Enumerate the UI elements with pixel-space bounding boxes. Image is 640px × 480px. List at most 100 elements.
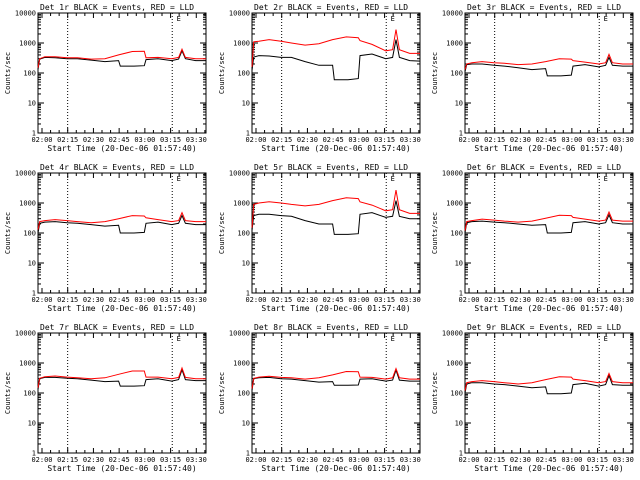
x-tick-label: 03:15 [374,136,395,144]
x-tick-label: 03:15 [160,136,181,144]
y-tick-label: 100 [237,230,250,238]
x-tick-label: 02:45 [323,296,344,304]
y-tick-label: 10 [28,420,36,428]
x-tick-label: 02:00 [458,456,479,464]
y-tick-label: 1 [32,130,36,138]
y-tick-label: 1 [246,130,250,138]
x-tick-label: 03:00 [561,136,582,144]
plot-frame [464,12,634,134]
y-tick-label: 10000 [442,170,463,178]
x-tick-label: 02:15 [57,296,78,304]
x-axis-label: Start Time (20-Dec-06 01:57:40) [47,144,196,153]
marker-label: E [177,335,181,343]
x-tick-label: 02:45 [536,136,557,144]
panel-title: Det 5r BLACK = Events, RED = LLD [254,163,408,172]
x-tick-label: 02:45 [323,456,344,464]
plot-frame [251,332,421,454]
x-axis-label: Start Time (20-Dec-06 01:57:40) [474,304,623,313]
series-lld-line [464,210,633,231]
y-tick-label: 1 [459,290,463,298]
x-tick-label: 02:30 [510,136,531,144]
x-tick-label: 02:15 [484,296,505,304]
x-tick-label: 02:30 [297,136,318,144]
x-tick-label: 02:30 [297,456,318,464]
plot-frame [37,332,207,454]
x-tick-label: 03:15 [587,136,608,144]
y-tick-label: 1000 [233,40,250,48]
panel-title: Det 3r BLACK = Events, RED = LLD [467,3,621,12]
x-tick-label: 02:00 [458,136,479,144]
plot-frame [464,332,634,454]
x-tick-label: 03:15 [160,456,181,464]
series-events-line [37,214,206,234]
y-tick-label: 10 [455,100,463,108]
panel-title: Det 9r BLACK = Events, RED = LLD [467,323,621,332]
x-tick-label: 02:15 [484,456,505,464]
x-tick-label: 02:30 [510,296,531,304]
panel-title: Det 1r BLACK = Events, RED = LLD [40,3,194,12]
x-tick-label: 02:00 [458,296,479,304]
x-tick-label: 03:30 [186,456,207,464]
panel-title: Det 7r BLACK = Events, RED = LLD [40,323,194,332]
x-tick-label: 02:15 [271,296,292,304]
x-tick-label: 03:15 [587,456,608,464]
y-tick-label: 1000 [19,200,36,208]
series-events-line [251,368,420,391]
panel-det-6: Det 6r BLACK = Events, RED = LLD E 1 10 100 1… [431,163,634,313]
panel-det-7: Det 7r BLACK = Events, RED = LLD E 1 10 100 1… [4,323,207,473]
y-axis-label: Counts/sec [4,372,12,414]
series-lld-line [251,190,420,228]
panel-det-8: Det 8r BLACK = Events, RED = LLD E 1 10 100 1… [218,323,421,473]
x-tick-label: 02:30 [297,296,318,304]
y-axis-label: Counts/sec [431,52,439,94]
y-tick-label: 1000 [446,40,463,48]
x-tick-label: 02:15 [271,136,292,144]
marker-label: E [391,15,395,23]
y-tick-label: 10000 [229,10,250,18]
marker-label: E [604,175,608,183]
x-tick-label: 03:30 [613,136,634,144]
x-axis-label: Start Time (20-Dec-06 01:57:40) [261,144,410,153]
y-tick-label: 10 [28,260,36,268]
y-tick-label: 100 [450,390,463,398]
x-tick-label: 02:30 [83,296,104,304]
y-tick-label: 10 [455,260,463,268]
marker-label: E [177,15,181,23]
panel-title: Det 6r BLACK = Events, RED = LLD [467,163,621,172]
x-tick-label: 03:30 [613,456,634,464]
y-axis-label: Counts/sec [431,372,439,414]
x-tick-label: 02:45 [109,296,130,304]
series-lld-line [464,372,633,391]
x-tick-label: 02:00 [245,136,266,144]
y-tick-label: 100 [450,230,463,238]
panel-title: Det 2r BLACK = Events, RED = LLD [254,3,408,12]
y-tick-label: 10000 [229,330,250,338]
y-tick-label: 10000 [442,10,463,18]
x-tick-label: 03:15 [160,296,181,304]
x-tick-label: 02:45 [323,136,344,144]
y-tick-label: 10000 [15,10,36,18]
plot-frame [251,172,421,294]
x-tick-label: 02:45 [109,136,130,144]
plot-frame [251,12,421,134]
x-tick-label: 02:30 [83,456,104,464]
x-tick-label: 02:00 [31,456,52,464]
series-lld-line [37,47,206,68]
x-tick-label: 03:00 [134,296,155,304]
x-tick-label: 02:15 [271,456,292,464]
x-tick-label: 03:15 [587,296,608,304]
panel-det-4: Det 4r BLACK = Events, RED = LLD E 1 10 100 1… [4,163,207,313]
marker-label: E [604,335,608,343]
y-tick-label: 1 [246,290,250,298]
series-events-line [464,213,633,234]
series-lld-line [251,29,420,67]
x-tick-label: 03:30 [186,296,207,304]
x-tick-label: 03:15 [374,296,395,304]
y-tick-label: 10 [28,100,36,108]
x-tick-label: 03:30 [400,456,421,464]
y-tick-label: 100 [237,390,250,398]
x-tick-label: 03:00 [348,456,369,464]
y-axis-label: Counts/sec [4,52,12,94]
y-tick-label: 10000 [442,330,463,338]
series-events-line [251,200,420,235]
